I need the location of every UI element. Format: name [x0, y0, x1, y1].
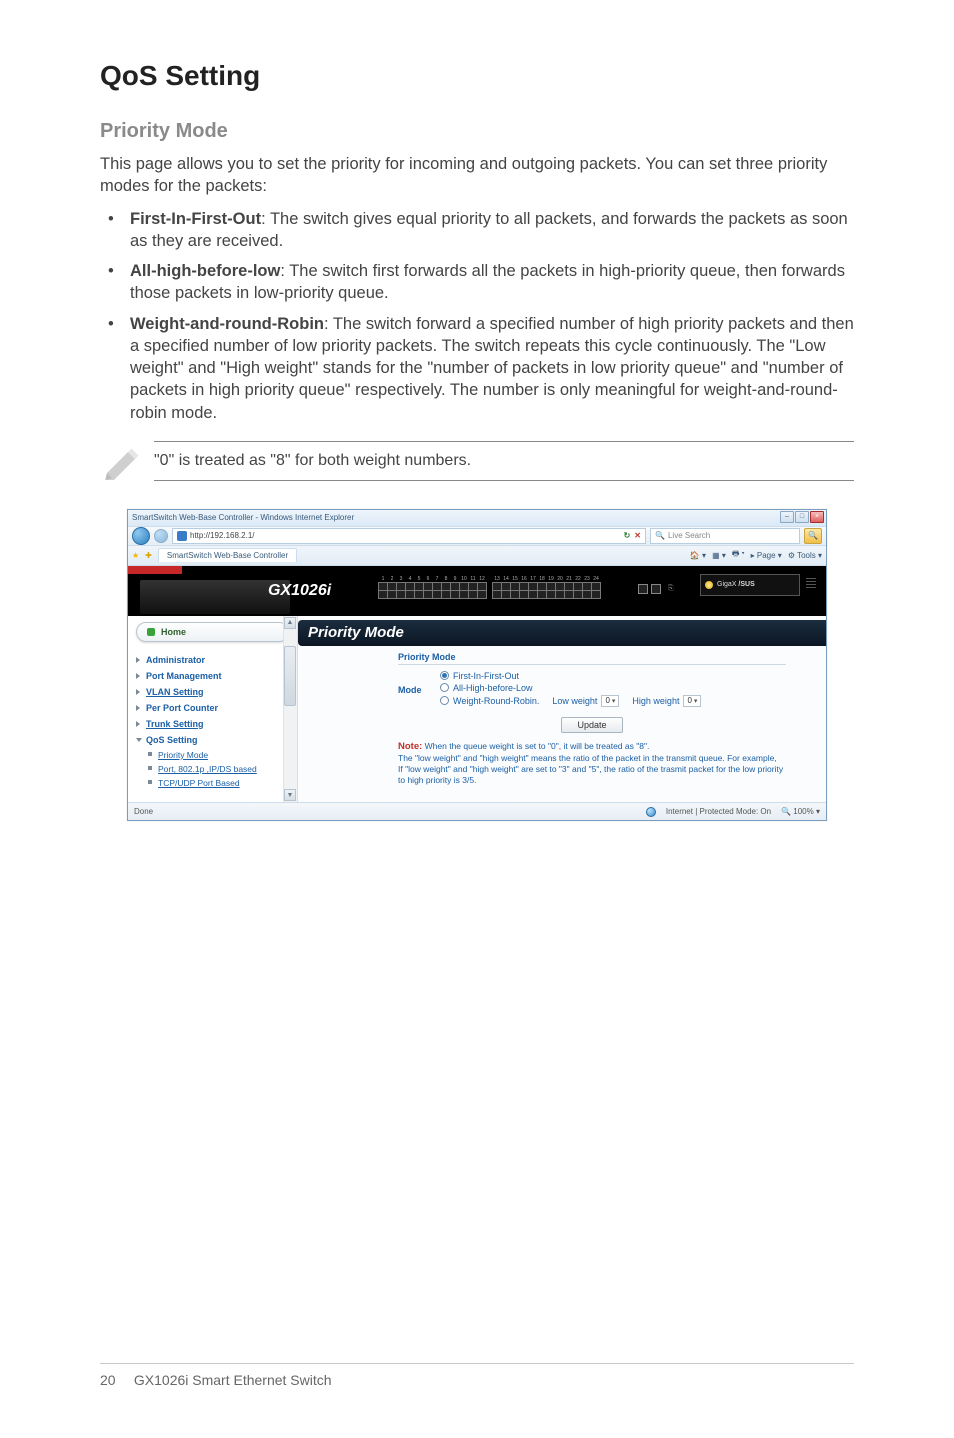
favorites-icon[interactable]: ★: [132, 551, 139, 560]
panel-note-line: When the queue weight is set to "0", it …: [425, 741, 650, 751]
sidebar-home-label: Home: [161, 627, 186, 637]
sidebar-item-vlan-setting[interactable]: VLAN Setting: [134, 684, 297, 700]
mode-label: Mode: [398, 671, 432, 695]
mode-option-label: First-In-First-Out: [453, 671, 519, 681]
note-text: "0" is treated as "8" for both weight nu…: [154, 441, 854, 481]
nav-back-button[interactable]: [132, 527, 150, 545]
device-banner: GX1026i 12345678910111213141516171819202…: [128, 566, 826, 616]
search-placeholder: Live Search: [668, 531, 710, 540]
low-weight-label: Low weight: [552, 696, 597, 706]
radio-icon[interactable]: [440, 683, 449, 692]
footer-page-number: 20: [100, 1372, 130, 1388]
panel-title: Priority Mode: [298, 620, 826, 646]
nav-forward-button[interactable]: [154, 529, 168, 543]
sidebar-subitem-priority-mode[interactable]: Priority Mode: [148, 748, 297, 762]
sidebar-subitem-tcpudp[interactable]: TCP/UDP Port Based: [148, 776, 297, 790]
list-item: Weight-and-round-Robin: The switch forwa…: [100, 313, 854, 424]
scroll-up-button[interactable]: ▲: [284, 617, 296, 629]
list-item: First-In-First-Out: The switch gives equ…: [100, 208, 854, 253]
pencil-note-icon: [100, 438, 142, 480]
mode-option-fifo[interactable]: First-In-First-Out: [440, 671, 701, 681]
low-weight-select[interactable]: 0▾: [601, 695, 619, 707]
banner-decor-lines: [806, 578, 816, 590]
window-maximize-button[interactable]: □: [795, 511, 809, 523]
sidebar-item-qos-setting[interactable]: QoS Setting: [134, 732, 297, 748]
high-weight-select[interactable]: 0▾: [683, 695, 701, 707]
home-icon: [147, 628, 155, 636]
sidebar-item-trunk-setting[interactable]: Trunk Setting: [134, 716, 297, 732]
search-input[interactable]: 🔍 Live Search: [650, 528, 800, 544]
home-icon[interactable]: 🏠 ▾: [690, 551, 706, 560]
address-bar: http://192.168.2.1/ ↻ ✕ 🔍 Live Search 🔍: [128, 526, 826, 546]
port-grid-graphic: 123456789101112131415161718192021222324: [378, 576, 601, 599]
status-done: Done: [134, 807, 153, 816]
panel-note: Note: When the queue weight is set to "0…: [398, 741, 786, 786]
section-subheading: Priority Mode: [100, 120, 854, 143]
panel-note-line: If "low weight" and "high weight" are se…: [398, 764, 783, 785]
sidebar-item-port-management[interactable]: Port Management: [134, 668, 297, 684]
sidebar-home[interactable]: Home: [136, 622, 289, 642]
status-zone: Internet | Protected Mode: On: [666, 807, 771, 816]
window-minimize-button[interactable]: –: [780, 511, 794, 523]
radio-icon[interactable]: [440, 671, 449, 680]
bullet-term: Weight-and-round-Robin: [130, 315, 324, 333]
tab-toolbar: ★ ✚ SmartSwitch Web-Base Controller 🏠 ▾ …: [128, 546, 826, 566]
ie-page-icon: [177, 531, 187, 541]
scroll-thumb[interactable]: [284, 646, 296, 706]
note-callout: "0" is treated as "8" for both weight nu…: [100, 438, 854, 485]
add-favorite-icon[interactable]: ✚: [145, 551, 152, 560]
internet-zone-icon: [646, 807, 656, 817]
scroll-down-button[interactable]: ▼: [284, 789, 296, 801]
url-text: http://192.168.2.1/: [190, 531, 255, 540]
panel-note-line: The "low weight" and "high weight" means…: [398, 753, 777, 763]
radio-icon[interactable]: [440, 696, 449, 705]
refresh-icon[interactable]: ↻: [624, 531, 631, 540]
mode-option-wrr[interactable]: Weight-Round-Robin. Low weight 0▾ High w…: [440, 695, 701, 707]
search-go-button[interactable]: 🔍: [804, 528, 822, 544]
bullet-list: First-In-First-Out: The switch gives equ…: [100, 208, 854, 424]
brand-badge: GigaX /SUS: [700, 574, 800, 596]
bullet-term: All-high-before-low: [130, 262, 280, 280]
tools-menu[interactable]: ⚙ Tools ▾: [788, 551, 822, 560]
stop-icon[interactable]: ✕: [634, 531, 641, 540]
mode-option-label: All-High-before-Low: [453, 683, 533, 693]
panel-section-header: Priority Mode: [398, 652, 786, 665]
footer-title: GX1026i Smart Ethernet Switch: [134, 1372, 332, 1388]
nav-sidebar: Home Administrator Port Management VLAN …: [128, 616, 298, 802]
browser-tab[interactable]: SmartSwitch Web-Base Controller: [158, 548, 297, 562]
panel-note-title: Note:: [398, 741, 422, 752]
list-item: All-high-before-low: The switch first fo…: [100, 260, 854, 305]
window-title: SmartSwitch Web-Base Controller - Window…: [132, 513, 354, 522]
print-icon[interactable]: 🖶 ▾: [732, 548, 745, 562]
mode-option-label: Weight-Round-Robin.: [453, 696, 539, 706]
browser-statusbar: Done Internet | Protected Mode: On 🔍 100…: [128, 802, 826, 820]
sidebar-item-administrator[interactable]: Administrator: [134, 652, 297, 668]
window-close-button[interactable]: ×: [810, 511, 824, 523]
window-titlebar: SmartSwitch Web-Base Controller - Window…: [128, 510, 826, 526]
zoom-indicator[interactable]: 🔍 100% ▾: [781, 807, 820, 816]
uplink-ports-icon: ⎘: [638, 584, 674, 594]
bullet-term: First-In-First-Out: [130, 210, 261, 228]
banner-accent: [128, 566, 182, 574]
main-panel: Priority Mode Priority Mode Mode First-I…: [298, 616, 826, 802]
mode-option-ahbl[interactable]: All-High-before-Low: [440, 683, 701, 693]
sidebar-item-per-port-counter[interactable]: Per Port Counter: [134, 700, 297, 716]
browser-window: SmartSwitch Web-Base Controller - Window…: [127, 509, 827, 821]
update-button[interactable]: Update: [561, 717, 623, 733]
page-menu[interactable]: ▸ Page ▾: [751, 551, 782, 560]
page-footer: 20 GX1026i Smart Ethernet Switch: [100, 1363, 854, 1388]
high-weight-label: High weight: [632, 696, 679, 706]
sidebar-subitem-port-based[interactable]: Port, 802.1p ,IP/DS based: [148, 762, 297, 776]
page-heading: QoS Setting: [100, 60, 854, 92]
url-input[interactable]: http://192.168.2.1/ ↻ ✕: [172, 528, 646, 544]
device-model: GX1026i: [268, 582, 331, 600]
intro-paragraph: This page allows you to set the priority…: [100, 153, 854, 198]
sidebar-scrollbar[interactable]: ▲ ▼: [283, 616, 297, 802]
feeds-icon[interactable]: ▦ ▾: [712, 551, 726, 560]
